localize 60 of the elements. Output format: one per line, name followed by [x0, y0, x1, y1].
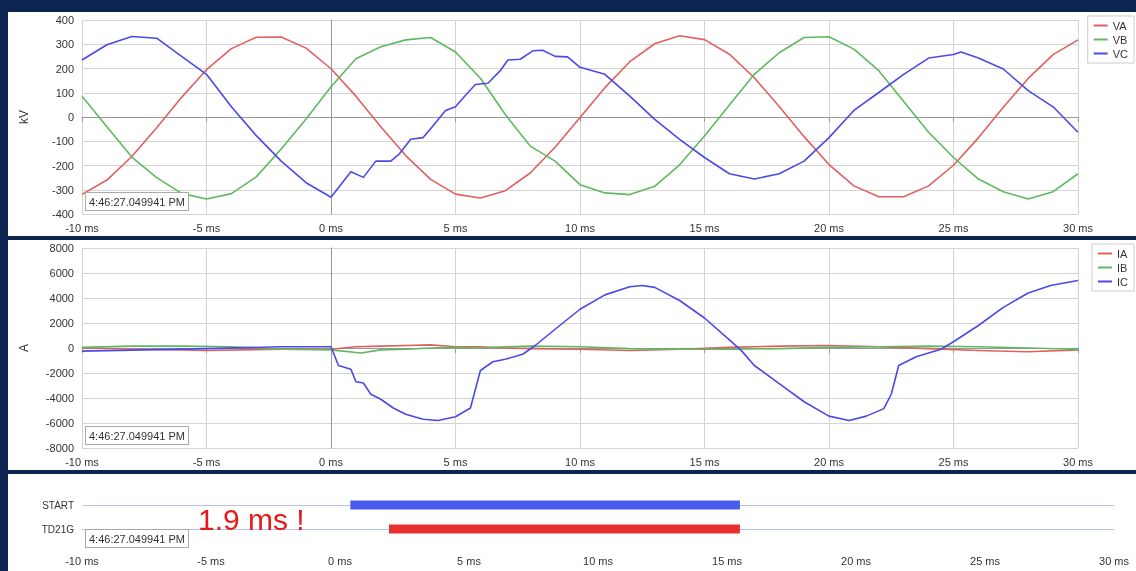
x-tick-label: 0 ms: [319, 221, 344, 234]
x-tick-label: 20 ms: [814, 221, 845, 234]
legend-label: VB: [1112, 33, 1128, 46]
line-series: [81, 279, 1079, 422]
y-tick-label: START: [42, 499, 74, 511]
x-tick-label: 0 ms: [319, 455, 344, 468]
x-tick-label: 20 ms: [841, 554, 872, 567]
x-tick-label: 5 ms: [443, 455, 468, 468]
legend-label: IA: [1117, 247, 1129, 260]
x-tick-label: 30 ms: [1099, 554, 1130, 567]
legend-label: VC: [1112, 47, 1129, 60]
annotation: 1.9 ms !: [198, 502, 305, 536]
x-tick-label: 0 ms: [328, 554, 353, 567]
x-tick-label: 25 ms: [938, 221, 969, 234]
y-tick-label: 8000: [49, 242, 74, 254]
x-tick-label: 30 ms: [1063, 221, 1094, 234]
legend-label: IB: [1117, 261, 1128, 274]
x-tick-label: 15 ms: [689, 455, 720, 468]
y-tick-label: -2000: [45, 367, 74, 379]
x-tick-label: 20 ms: [814, 455, 845, 468]
x-tick-label: 5 ms: [443, 221, 468, 234]
y-tick-label: -8000: [45, 442, 74, 454]
x-tick-label: 25 ms: [938, 455, 969, 468]
y-tick-label: -100: [51, 135, 74, 148]
y-tick-label: -200: [51, 159, 74, 172]
legend-label: IC: [1117, 275, 1129, 288]
y-tick-label: 2000: [49, 317, 74, 329]
x-tick-label: 25 ms: [970, 554, 1001, 567]
x-tick-label: 15 ms: [712, 554, 743, 567]
x-tick-label: -5 ms: [192, 455, 221, 468]
x-tick-label: -10 ms: [65, 455, 100, 468]
y-tick-label: 200: [55, 62, 74, 75]
x-tick-label: 10 ms: [583, 554, 614, 567]
y-tick-label: TD21G: [41, 523, 75, 535]
y-tick-label: 300: [55, 38, 74, 51]
y-tick-label: 0: [67, 342, 74, 354]
x-tick-label: -10 ms: [65, 554, 100, 567]
legend-label: VA: [1112, 19, 1128, 32]
y-tick-label: -6000: [45, 417, 74, 429]
annotation: 4:46:27.049941 PM: [89, 532, 186, 545]
y-tick-label: -300: [51, 183, 74, 196]
x-tick-label: -5 ms: [192, 221, 221, 234]
y-axis-title: kV: [17, 109, 31, 125]
x-tick-label: -5 ms: [197, 554, 226, 567]
annotation: 4:46:27.049941 PM: [89, 429, 186, 442]
x-tick-label: -10 ms: [65, 221, 100, 234]
x-tick-label: 15 ms: [689, 221, 720, 234]
x-tick-label: 10 ms: [565, 455, 596, 468]
y-tick-label: 0: [67, 111, 74, 123]
y-tick-label: 100: [55, 86, 74, 99]
y-tick-label: 6000: [49, 267, 74, 279]
y-tick-label: 4000: [49, 292, 74, 304]
x-tick-label: 30 ms: [1063, 455, 1094, 468]
x-tick-label: 10 ms: [565, 221, 596, 234]
y-axis-title: A: [17, 343, 31, 353]
annotation: 4:46:27.049941 PM: [89, 195, 186, 208]
y-tick-label: -4000: [45, 392, 74, 404]
x-tick-label: 5 ms: [457, 554, 482, 567]
y-tick-label: -400: [51, 208, 74, 220]
y-tick-label: 400: [55, 14, 74, 26]
